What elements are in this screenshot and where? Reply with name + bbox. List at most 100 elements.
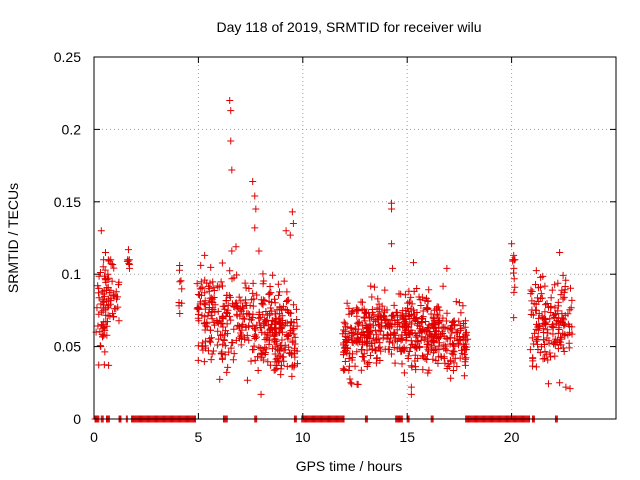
data-point — [193, 280, 201, 288]
data-point — [367, 282, 375, 290]
data-point — [560, 320, 568, 328]
data-point — [404, 299, 412, 307]
data-point — [364, 339, 372, 347]
data-point — [434, 359, 442, 367]
data-point — [211, 321, 219, 329]
data-point — [398, 360, 406, 368]
data-point — [444, 360, 452, 368]
data-point — [290, 319, 298, 327]
data-point — [366, 320, 374, 328]
data-point — [550, 340, 558, 348]
data-point — [112, 288, 120, 296]
data-point — [287, 318, 295, 326]
data-point — [423, 324, 431, 332]
data-point — [554, 345, 562, 353]
data-point — [420, 327, 428, 335]
data-point — [407, 293, 415, 301]
data-point — [264, 321, 272, 329]
data-point — [398, 335, 406, 343]
data-point — [372, 317, 380, 325]
data-point — [444, 335, 452, 343]
data-point — [345, 310, 353, 318]
data-point — [446, 340, 454, 348]
data-point — [554, 329, 562, 337]
data-point-outlier — [556, 379, 564, 387]
data-point — [205, 309, 213, 317]
data-point — [105, 302, 113, 310]
data-point — [259, 270, 267, 278]
data-point — [395, 318, 403, 326]
data-point — [245, 336, 253, 344]
data-point — [509, 257, 517, 265]
data-point — [265, 297, 273, 305]
data-point — [544, 380, 552, 388]
data-point — [103, 322, 111, 330]
plot-frame — [93, 56, 617, 420]
data-point — [125, 264, 133, 272]
data-point — [388, 322, 396, 330]
data-point — [194, 356, 202, 364]
data-point — [425, 347, 433, 355]
data-point — [280, 277, 288, 285]
data-point — [548, 286, 556, 294]
data-point — [242, 284, 250, 292]
data-point — [362, 333, 370, 341]
data-point — [411, 329, 419, 337]
data-point — [232, 336, 240, 344]
data-point-outlier — [562, 383, 570, 391]
data-point — [453, 362, 461, 370]
data-point — [125, 259, 133, 267]
data-point — [359, 322, 367, 330]
data-point — [528, 306, 536, 314]
data-point — [243, 331, 251, 339]
data-point — [368, 293, 376, 301]
data-point — [201, 305, 209, 313]
data-point — [379, 334, 387, 342]
data-point — [460, 344, 468, 352]
data-point — [360, 313, 368, 321]
data-point — [510, 275, 518, 283]
data-point — [461, 361, 469, 369]
data-point — [354, 335, 362, 343]
data-point — [242, 323, 250, 331]
data-point — [196, 285, 204, 293]
data-point — [449, 319, 457, 327]
data-point — [357, 298, 365, 306]
data-point-outlier — [388, 240, 396, 248]
grid-lines — [94, 57, 616, 419]
data-point — [366, 329, 374, 337]
data-point — [551, 281, 559, 289]
data-point-outlier — [407, 390, 415, 398]
data-point — [201, 276, 209, 284]
data-point — [339, 351, 347, 359]
y-tick-label: 0.05 — [54, 339, 81, 355]
data-point — [419, 366, 427, 374]
data-point — [460, 372, 468, 380]
data-point-outlier — [282, 227, 290, 235]
data-point — [219, 302, 227, 310]
data-point — [194, 291, 202, 299]
data-point — [105, 274, 113, 282]
data-point — [223, 368, 231, 376]
data-point — [208, 315, 216, 323]
data-point — [103, 331, 111, 339]
data-point — [537, 273, 545, 281]
data-point — [225, 348, 233, 356]
data-point — [266, 361, 274, 369]
data-point — [542, 351, 550, 359]
data-point — [424, 297, 432, 305]
data-point-outlier — [255, 247, 263, 255]
data-point — [558, 319, 566, 327]
data-point — [449, 367, 457, 375]
data-point — [439, 282, 447, 290]
data-point — [551, 335, 559, 343]
data-point-outlier — [510, 314, 518, 322]
data-point — [541, 354, 549, 362]
data-point — [351, 362, 359, 370]
data-point — [267, 304, 275, 312]
data-point — [258, 299, 266, 307]
data-point — [207, 263, 215, 271]
data-point — [224, 309, 232, 317]
data-point — [554, 279, 562, 287]
data-point — [539, 325, 547, 333]
